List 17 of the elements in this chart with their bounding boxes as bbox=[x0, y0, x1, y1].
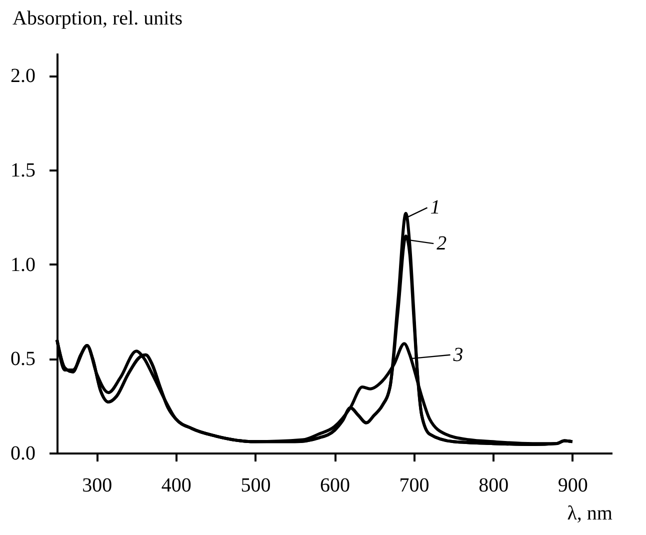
x-tick-label: 500 bbox=[240, 474, 271, 496]
x-tick-label: 600 bbox=[320, 474, 350, 496]
y-axis-title: Absorption, rel. units bbox=[12, 8, 183, 30]
legend-label: 2 bbox=[436, 232, 447, 255]
x-tick-label: 300 bbox=[82, 474, 112, 496]
legend-label: 3 bbox=[452, 344, 464, 366]
x-axis-title: λ, nm bbox=[567, 502, 613, 524]
y-tick-label: 1.0 bbox=[10, 254, 36, 276]
y-tick-label: 1.5 bbox=[10, 159, 36, 182]
x-tick-label: 700 bbox=[399, 474, 430, 496]
y-tick-label: 0.5 bbox=[10, 348, 36, 370]
legend-label: 1 bbox=[430, 196, 440, 219]
x-tick-label: 800 bbox=[478, 474, 509, 496]
x-tick-label: 900 bbox=[558, 474, 588, 496]
y-tick-label: 0.0 bbox=[10, 442, 36, 464]
y-tick-label: 2.0 bbox=[10, 65, 36, 88]
x-tick-label: 400 bbox=[161, 474, 192, 496]
